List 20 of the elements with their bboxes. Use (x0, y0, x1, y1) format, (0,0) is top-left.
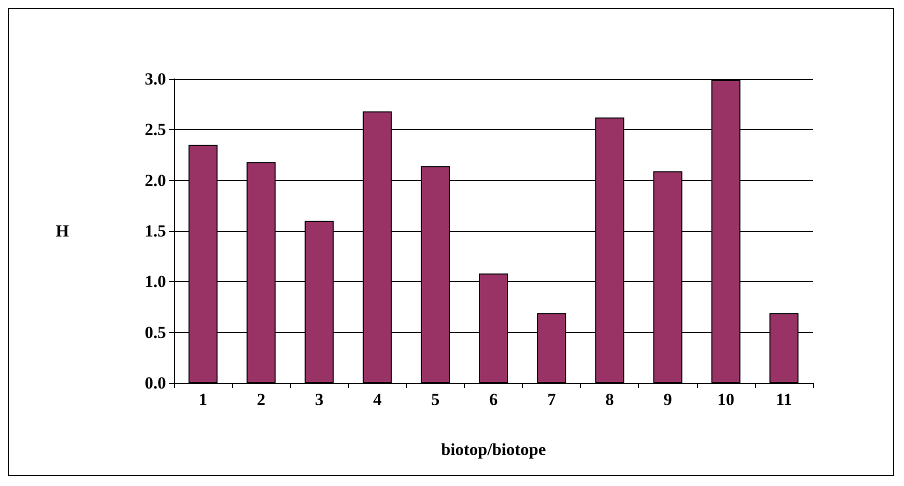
y-tick-label: 1.0 (144, 272, 166, 292)
y-axis-title: H (56, 222, 69, 240)
y-tick-label: 1.5 (144, 222, 166, 240)
x-tick-label: 9 (664, 390, 672, 409)
x-tick-label: 10 (717, 390, 734, 409)
x-tick-label: 3 (314, 390, 324, 409)
x-tick-label: 4 (373, 390, 382, 409)
x-tick-label: 8 (605, 390, 614, 409)
y-tick-label: 2.0 (144, 170, 166, 190)
x-tick-label: 2 (256, 390, 266, 409)
x-axis-title: biotop/biotope (441, 440, 546, 459)
y-tick-label: 2.5 (144, 120, 166, 140)
x-tick-label: 6 (489, 390, 498, 409)
y-tick-label: 0.5 (144, 322, 166, 342)
x-tick-label: 5 (431, 390, 440, 409)
y-tick-label: 0.0 (144, 374, 166, 392)
x-tick-label: 1 (198, 390, 208, 409)
x-tick-label: 11 (776, 390, 792, 409)
y-tick-label: 3.0 (144, 70, 166, 88)
x-tick-label: 7 (547, 390, 556, 409)
